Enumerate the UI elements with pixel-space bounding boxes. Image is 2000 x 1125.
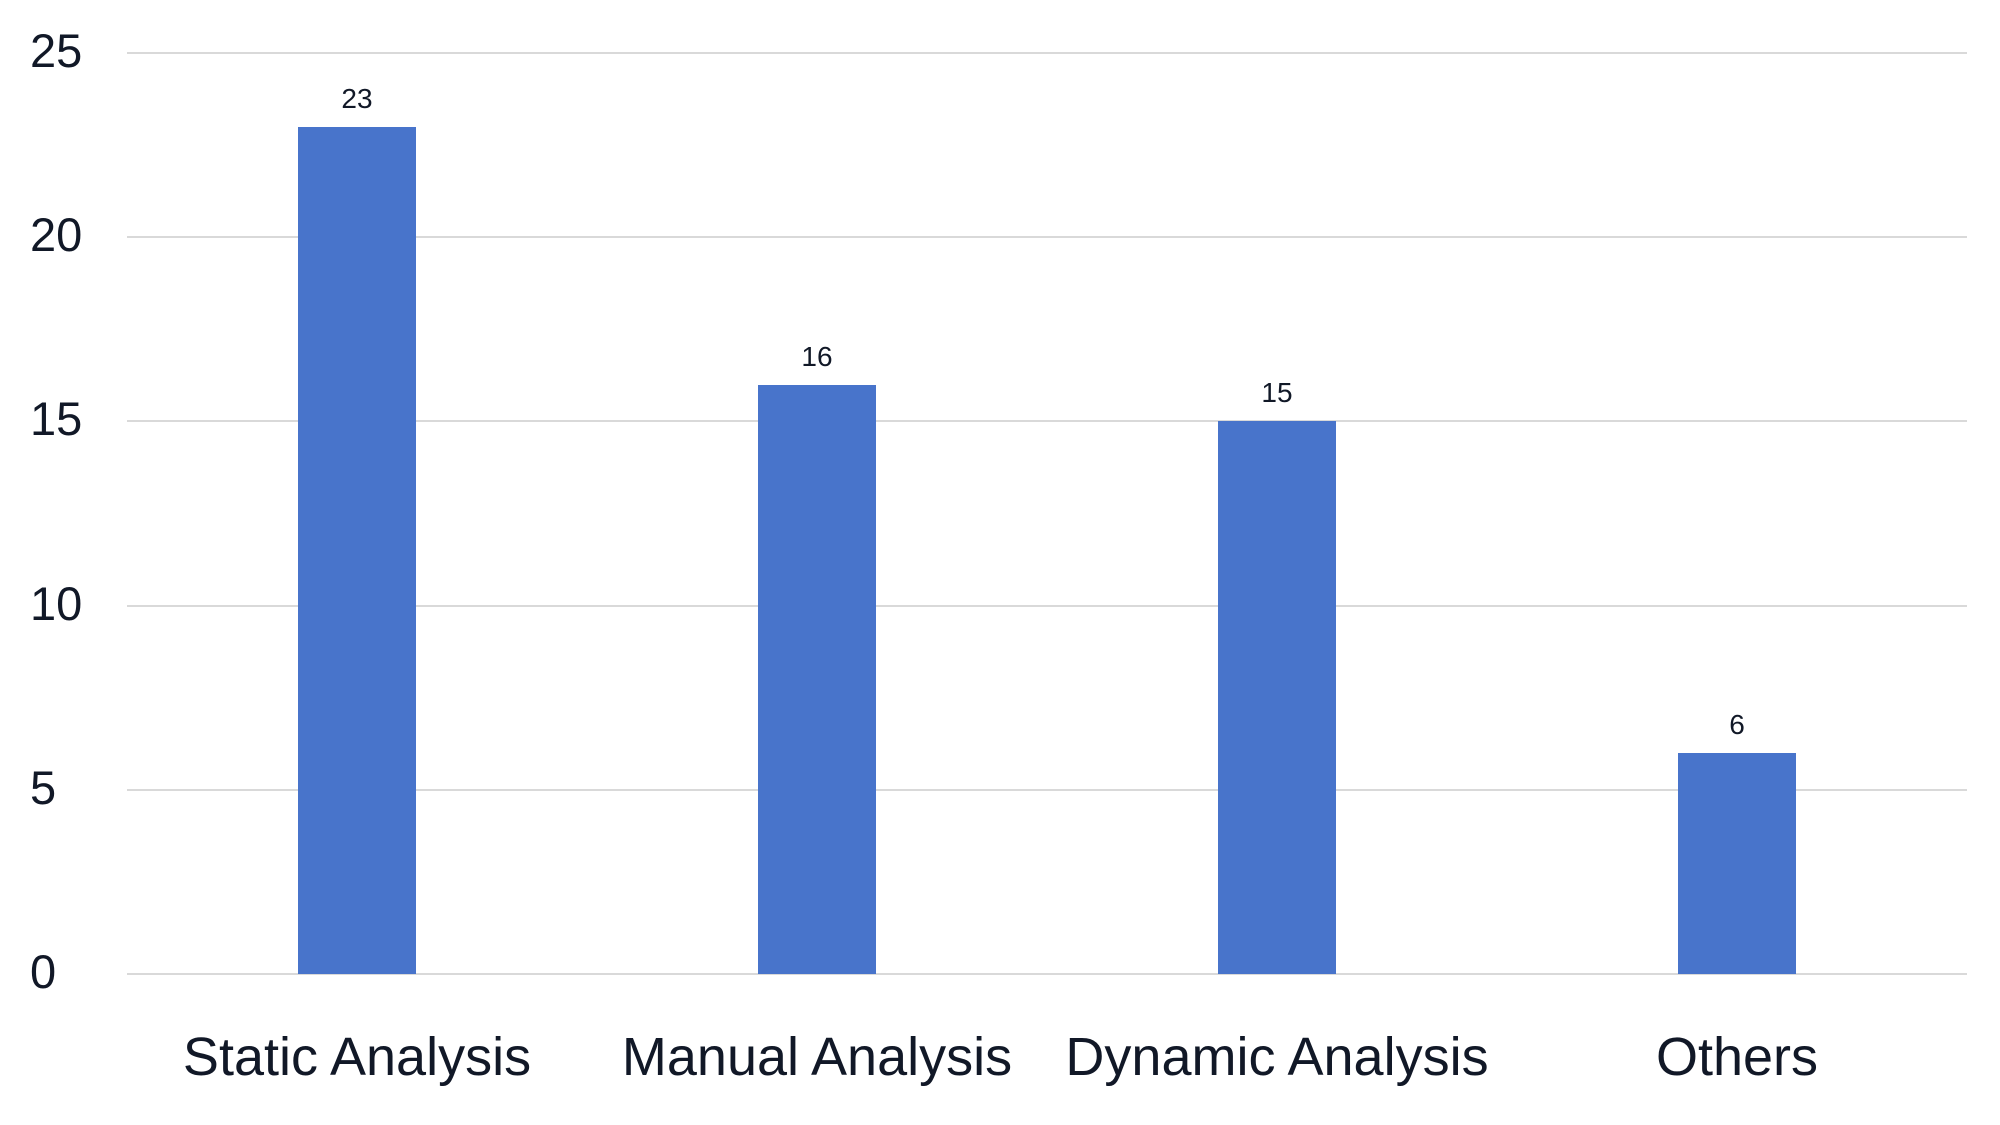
gridline [127, 973, 1967, 975]
data-label: 15 [1261, 377, 1293, 409]
gridline [127, 604, 1967, 607]
data-label: 6 [1729, 708, 1745, 740]
data-label: 16 [801, 340, 833, 372]
x-tick-label: Others [1655, 1027, 1819, 1087]
y-tick-label: 5 [30, 760, 57, 814]
x-tick-label: Manual Analysis [621, 1027, 1013, 1087]
y-tick-label: 20 [30, 208, 83, 262]
y-tick-label: 15 [30, 392, 83, 446]
gridline [127, 420, 1967, 423]
y-tick-label: 25 [30, 24, 83, 77]
gridline [127, 236, 1967, 239]
x-tick-label: Static Analysis [182, 1027, 532, 1087]
bar-static-analysis [298, 126, 416, 974]
bar-dynamic-analysis [1218, 421, 1336, 974]
y-tick-label: 10 [30, 576, 83, 630]
bar-manual-analysis [758, 384, 876, 974]
gridline [127, 788, 1967, 791]
bar-others [1678, 752, 1796, 974]
x-tick-label: Dynamic Analysis [1065, 1027, 1489, 1087]
y-tick-label: 0 [30, 945, 57, 998]
data-label: 23 [341, 82, 373, 114]
gridline [127, 52, 1967, 54]
